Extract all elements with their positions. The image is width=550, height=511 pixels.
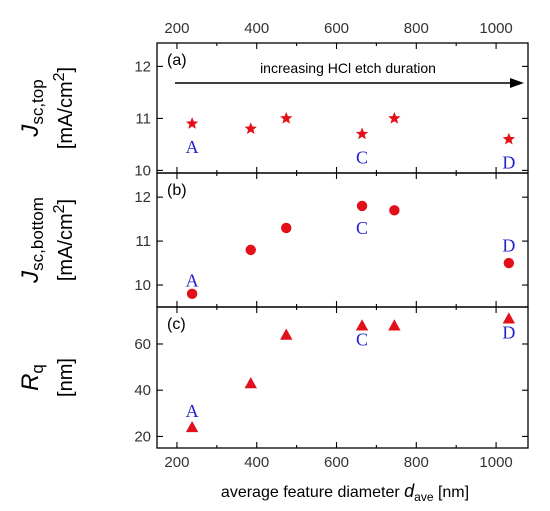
circle-marker <box>281 222 292 234</box>
x-top-tick-label: 400 <box>244 20 269 37</box>
point-label: C <box>356 218 368 238</box>
circle-marker <box>186 288 198 300</box>
y-axis-label-text: Jsc,bottom <box>17 197 47 284</box>
x-bottom-tick-label: 600 <box>324 454 349 471</box>
x-top-tick-label: 800 <box>404 20 429 37</box>
marks-layer <box>175 78 524 433</box>
triangle-marker <box>280 328 293 340</box>
y-tick-label: 11 <box>135 233 151 250</box>
y-axis-unit: [mA/cm <box>55 81 77 149</box>
y-tick-label: 60 <box>134 336 151 353</box>
point-label: D <box>502 235 515 255</box>
point-label: D <box>502 322 515 342</box>
y-tick-label: 12 <box>134 58 151 75</box>
x-axis-label: average feature diameter dave [nm] <box>221 481 469 504</box>
triangle-marker <box>355 319 369 331</box>
y-axis-subscript: q <box>28 364 47 373</box>
y-tick-label: 10 <box>134 162 151 179</box>
x-top-tick-label: 200 <box>164 20 189 37</box>
y-tick-label: 40 <box>134 382 151 399</box>
x-axis-symbol: d <box>404 481 415 501</box>
y-axis-label-line1: Rq <box>17 364 47 391</box>
y-tick-label: 11 <box>135 110 151 127</box>
star-marker <box>355 127 369 140</box>
y-tick-label: 20 <box>134 428 151 445</box>
y-axis-unit: [mA/cm <box>55 213 77 281</box>
y-axis-unit-text: [mA/cm2] <box>51 67 77 149</box>
triangle-marker <box>502 312 516 324</box>
x-axis-label-prefix: average feature diameter <box>221 484 404 501</box>
point-label: A <box>186 401 199 421</box>
y-axis-label-line2: [mA/cm2] <box>51 199 77 281</box>
axes-layer <box>156 42 529 449</box>
y-axis-symbol: R <box>17 374 44 391</box>
circle-marker <box>389 205 400 216</box>
panel-frame <box>156 306 529 449</box>
y-axis-subscript: sc,top <box>28 79 47 124</box>
y-axis-unit-superscript: 2 <box>51 204 68 213</box>
y-axis-label-text: Jsc,top <box>17 79 47 137</box>
y-axis-unit-text: [nm] <box>55 358 77 397</box>
panel-label: (c) <box>167 316 186 333</box>
y-axis-symbol: J <box>17 270 44 284</box>
x-bottom-tick-label: 400 <box>244 454 269 471</box>
star-marker <box>388 111 401 124</box>
point-label: C <box>356 329 368 349</box>
point-label: A <box>186 271 199 291</box>
y-axis-unit: [nm] <box>55 358 77 397</box>
point-label: D <box>502 153 515 173</box>
panel-label: (b) <box>167 182 187 199</box>
point-label: A <box>186 137 199 157</box>
x-top-tick-label: 1000 <box>479 20 512 37</box>
y-tick-label: 12 <box>134 189 151 206</box>
y-axis-unit-end: ] <box>55 199 77 205</box>
circle-marker <box>245 244 256 256</box>
panel-frame <box>156 172 529 308</box>
y-axis-label-line2: [nm] <box>55 358 77 397</box>
x-axis-subscript: ave <box>414 490 434 504</box>
y-axis-label-line2: [mA/cm2] <box>51 67 77 149</box>
star-marker <box>244 122 257 135</box>
panel-label: (a) <box>167 52 187 69</box>
y-axis-label-line1: Jsc,top <box>17 79 47 137</box>
annotation-text: increasing HCl etch duration <box>260 60 436 76</box>
x-axis-unit: [nm] <box>434 484 470 501</box>
triangle-marker <box>185 420 199 433</box>
x-bottom-tick-label: 1000 <box>479 454 512 471</box>
y-axis-unit-text: [mA/cm2] <box>51 199 77 281</box>
star-marker <box>280 111 293 124</box>
y-axis-unit-end: ] <box>55 67 77 73</box>
y-axis-subscript: sc,bottom <box>28 197 47 271</box>
star-marker <box>502 132 516 145</box>
triangle-marker <box>388 319 401 331</box>
x-top-tick-label: 600 <box>324 20 349 37</box>
y-axis-label-line1: Jsc,bottom <box>17 197 47 284</box>
circle-marker <box>503 257 515 269</box>
annotation-arrow-head <box>510 78 524 88</box>
circle-marker <box>356 200 368 212</box>
point-label: C <box>356 147 368 167</box>
x-bottom-tick-label: 200 <box>164 454 189 471</box>
y-axis-symbol: J <box>17 124 44 138</box>
star-marker <box>185 117 199 129</box>
y-axis-label-text: Rq <box>17 364 47 391</box>
y-axis-unit-superscript: 2 <box>51 72 68 81</box>
triangle-marker <box>244 377 257 389</box>
x-bottom-tick-label: 800 <box>404 454 429 471</box>
y-tick-label: 10 <box>134 277 151 294</box>
